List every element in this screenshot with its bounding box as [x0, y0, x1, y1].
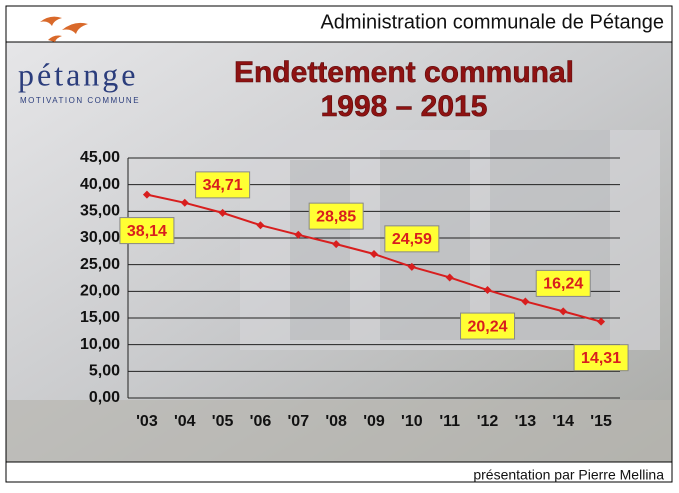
- x-tick-label: '11: [439, 413, 460, 430]
- y-tick-label: 10,00: [80, 336, 120, 353]
- x-tick-label: '13: [515, 413, 537, 430]
- x-tick-label: '09: [363, 413, 385, 430]
- y-tick-label: 25,00: [80, 256, 120, 273]
- x-tick-label: '03: [136, 413, 158, 430]
- y-tick-label: 5,00: [89, 363, 120, 380]
- y-tick-label: 20,00: [80, 283, 120, 300]
- data-label: 24,59: [392, 231, 432, 248]
- chart-title: Endettement communal: [234, 56, 574, 89]
- y-tick-label: 45,00: [80, 149, 120, 166]
- ground: [6, 400, 672, 462]
- data-label: 20,24: [468, 318, 508, 335]
- y-tick-label: 40,00: [80, 176, 120, 193]
- x-tick-label: '15: [590, 413, 612, 430]
- slide: Administration communale de Pétange péta…: [0, 0, 679, 488]
- y-tick-label: 35,00: [80, 203, 120, 220]
- x-tick-label: '08: [325, 413, 347, 430]
- x-tick-label: '12: [477, 413, 499, 430]
- header-title: Administration communale de Pétange: [320, 11, 664, 33]
- x-tick-label: '04: [174, 413, 196, 430]
- data-label: 14,31: [581, 350, 621, 367]
- x-tick-label: '06: [250, 413, 272, 430]
- data-label: 38,14: [127, 223, 167, 240]
- data-label: 16,24: [543, 276, 583, 293]
- data-label: 28,85: [316, 208, 356, 225]
- chart-subtitle: 1998 – 2015: [321, 90, 488, 123]
- y-tick-label: 30,00: [80, 229, 120, 246]
- window: [290, 160, 350, 340]
- data-label: 34,71: [203, 177, 243, 194]
- x-tick-label: '07: [288, 413, 310, 430]
- logo-tagline: MOTIVATION COMMUNE: [20, 96, 140, 105]
- logo-name: pétange: [18, 56, 139, 92]
- x-tick-label: '05: [212, 413, 234, 430]
- y-tick-label: 15,00: [80, 309, 120, 326]
- x-tick-label: '14: [552, 413, 574, 430]
- y-tick-label: 0,00: [89, 389, 120, 406]
- footer-text: présentation par Pierre Mellina: [473, 467, 664, 483]
- x-tick-label: '10: [401, 413, 423, 430]
